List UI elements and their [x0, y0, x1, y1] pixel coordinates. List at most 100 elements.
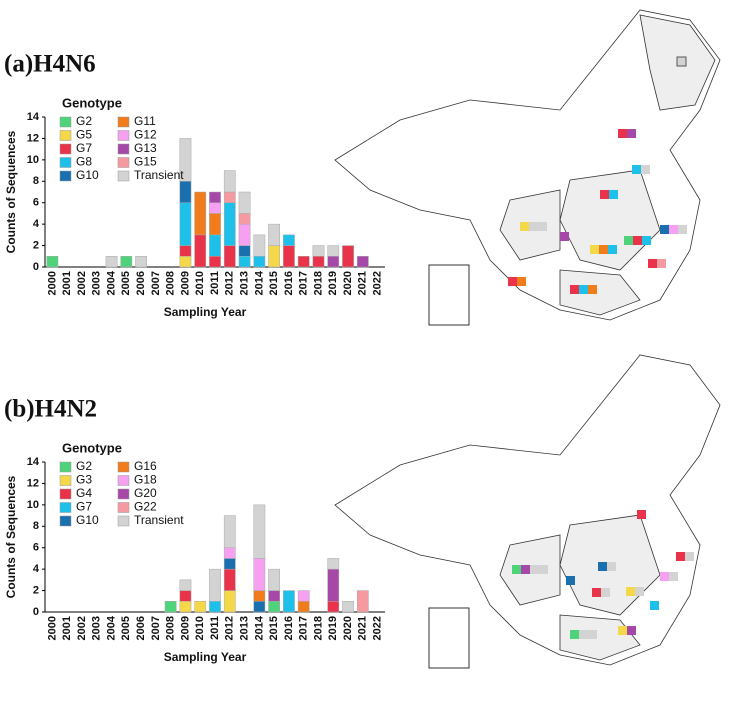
bar-segment [342, 601, 354, 613]
bar-segment [194, 234, 207, 268]
x-tick-label: 2017 [298, 271, 310, 295]
x-tick-label: 2014 [253, 615, 265, 640]
bar-segment [238, 213, 251, 225]
legend-label: G11 [134, 114, 156, 128]
x-tick-label: 2011 [209, 616, 221, 640]
bar-segment [238, 256, 251, 268]
x-tick-label: 2011 [209, 271, 221, 295]
x-tick-label: 2001 [61, 616, 73, 640]
bar-segment [238, 191, 251, 214]
bar-segment [253, 504, 266, 559]
x-tick-label: 2020 [342, 616, 354, 640]
bar-segment [356, 590, 369, 613]
legend-swatch [59, 502, 72, 513]
legend-label: Transient [134, 168, 184, 182]
legend-swatch [59, 461, 72, 473]
bar-segment [223, 170, 236, 193]
province [559, 269, 641, 316]
x-tick-label: 2007 [150, 616, 162, 640]
y-tick-label: 12 [27, 132, 39, 144]
y-tick-label: 4 [33, 218, 40, 230]
legend-label: G8 [76, 155, 92, 169]
bar-segment [327, 558, 340, 570]
bar-segment [223, 590, 236, 613]
bar-segment [268, 223, 280, 246]
bar-segment [209, 601, 221, 613]
bar-segment [209, 202, 221, 214]
x-tick-label: 2010 [194, 616, 206, 640]
bar-segment [327, 245, 340, 257]
bar-segment [209, 568, 221, 602]
legend-label: G7 [76, 141, 92, 155]
bar-segment [253, 601, 266, 613]
bar-segment [209, 256, 221, 268]
x-tick-label: 2013 [238, 616, 250, 640]
bar-segment [268, 245, 280, 268]
x-tick-label: 2010 [194, 271, 206, 295]
y-tick-label: 0 [33, 606, 39, 618]
legend-swatch [59, 515, 72, 527]
bar-segment [283, 245, 295, 268]
y-tick-label: 6 [33, 197, 39, 209]
bar-segment [223, 568, 236, 591]
x-tick-label: 2016 [283, 616, 295, 640]
x-tick-label: 2000 [46, 616, 58, 640]
x-tick-label: 2000 [46, 271, 58, 295]
bar-segment [253, 590, 266, 602]
x-tick-label: 2015 [268, 271, 280, 295]
x-tick-label: 2009 [179, 616, 191, 640]
bar-segment [327, 256, 340, 268]
genotype-squares [508, 56, 687, 294]
inset-box [428, 264, 470, 326]
bar-segment [179, 579, 192, 591]
x-tick-label: 2008 [165, 616, 177, 640]
legend-swatch [117, 461, 130, 473]
bar-segment [194, 191, 207, 236]
bar-segment [223, 515, 236, 548]
bar-segment [179, 181, 192, 203]
y-tick-label: 0 [33, 261, 39, 273]
bar-segment [268, 601, 280, 613]
x-tick-label: 2012 [224, 271, 236, 295]
legend-label: G16 [134, 459, 157, 473]
map-a [334, 9, 721, 326]
bar-segment [223, 202, 236, 246]
legend-swatch [117, 170, 130, 182]
bar-segment [135, 256, 147, 268]
legend-label: G4 [76, 486, 92, 500]
bar-segment [105, 256, 118, 268]
x-tick-label: 2017 [298, 616, 310, 640]
map-outline [334, 354, 721, 666]
legend-swatch [117, 515, 130, 527]
y-tick-label: 12 [27, 477, 39, 489]
bar-segment [120, 256, 133, 268]
bar-segment [179, 245, 192, 257]
y-tick-label: 8 [33, 520, 39, 532]
bar-segment [223, 558, 236, 570]
bar-segment [179, 601, 192, 613]
y-tick-label: 10 [27, 154, 39, 166]
bar-segment [164, 601, 177, 613]
legend-label: G2 [76, 459, 92, 473]
panel-title: (b)H4N2 [4, 396, 97, 423]
x-tick-label: 2019 [327, 271, 339, 295]
legend-label: G18 [134, 473, 157, 487]
x-tick-label: 2022 [372, 616, 384, 640]
x-tick-label: 2013 [238, 271, 250, 295]
bar-segment [268, 568, 280, 591]
x-tick-label: 2004 [105, 615, 117, 640]
bar-segment [342, 245, 354, 268]
bar-segment [253, 256, 266, 268]
x-tick-label: 2003 [91, 616, 103, 640]
legend-label: G5 [76, 128, 92, 142]
legend-label: G20 [134, 486, 157, 500]
bar-segment [179, 202, 192, 246]
legend-label: G7 [76, 500, 92, 514]
legend-swatch [59, 157, 72, 168]
bar-segment [312, 245, 325, 257]
legend-swatch [117, 143, 130, 155]
legend-label: G2 [76, 114, 92, 128]
y-axis-label: Counts of Sequences [4, 475, 18, 598]
legend-swatch [59, 475, 72, 486]
